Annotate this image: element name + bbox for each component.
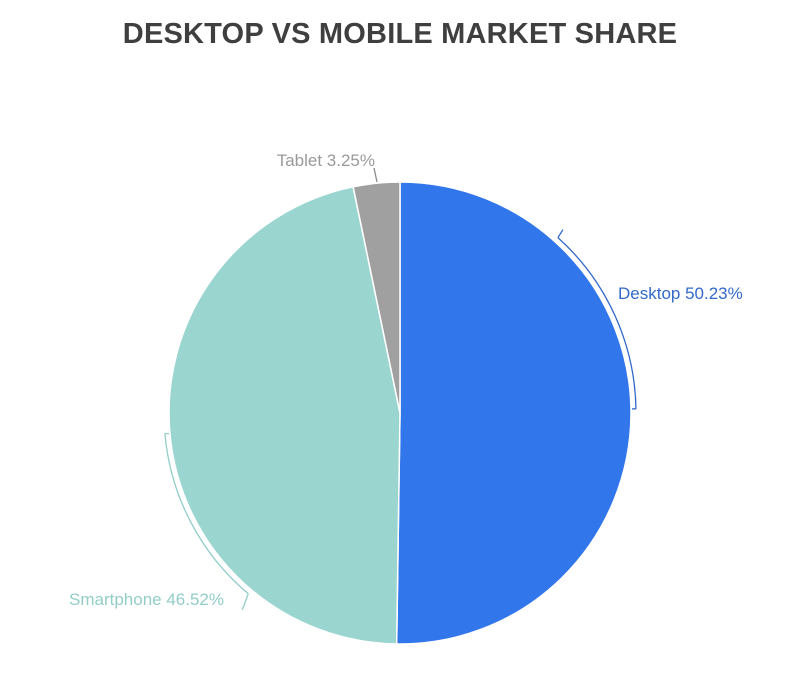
desktop-leader-tick [557,229,564,238]
tablet-label: Tablet 3.25% [277,151,375,170]
pie-slice-smartphone [168,185,401,645]
smartphone-leader-bracket [164,433,249,595]
desktop-leader-bracket [557,237,637,409]
pie-slice-desktop [395,181,632,645]
tablet-leader-line [373,167,378,183]
smartphone-leader-tick [241,593,249,611]
chart-title: DESKTOP VS MOBILE MARKET SHARE [122,18,678,50]
smartphone-label: Smartphone 46.52% [69,590,224,609]
desktop-label: Desktop 50.23% [618,284,743,303]
pie-slice-tablet [352,181,401,414]
